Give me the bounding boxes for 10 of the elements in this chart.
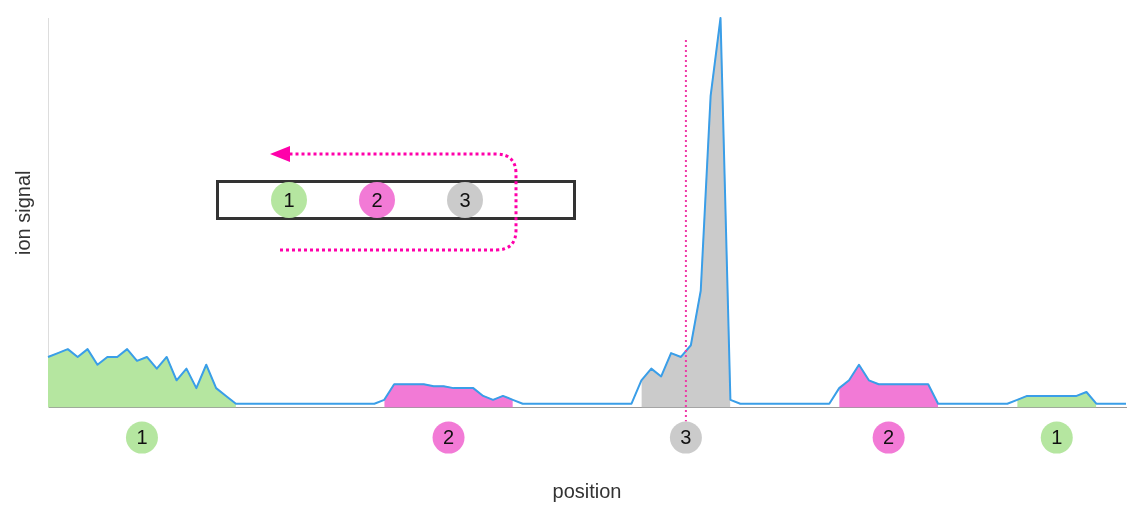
annotation: 3 xyxy=(447,182,483,218)
text: 2 xyxy=(442,426,455,449)
text: 1 xyxy=(1051,426,1063,449)
annotation: 1 xyxy=(271,182,307,218)
text: 2 xyxy=(883,426,895,449)
x-axis-title: position xyxy=(552,479,622,502)
text: 1 xyxy=(136,426,148,449)
text: 3 xyxy=(680,426,692,449)
annotation: 2 xyxy=(359,182,395,218)
y-axis-title: ion signal xyxy=(11,170,34,256)
